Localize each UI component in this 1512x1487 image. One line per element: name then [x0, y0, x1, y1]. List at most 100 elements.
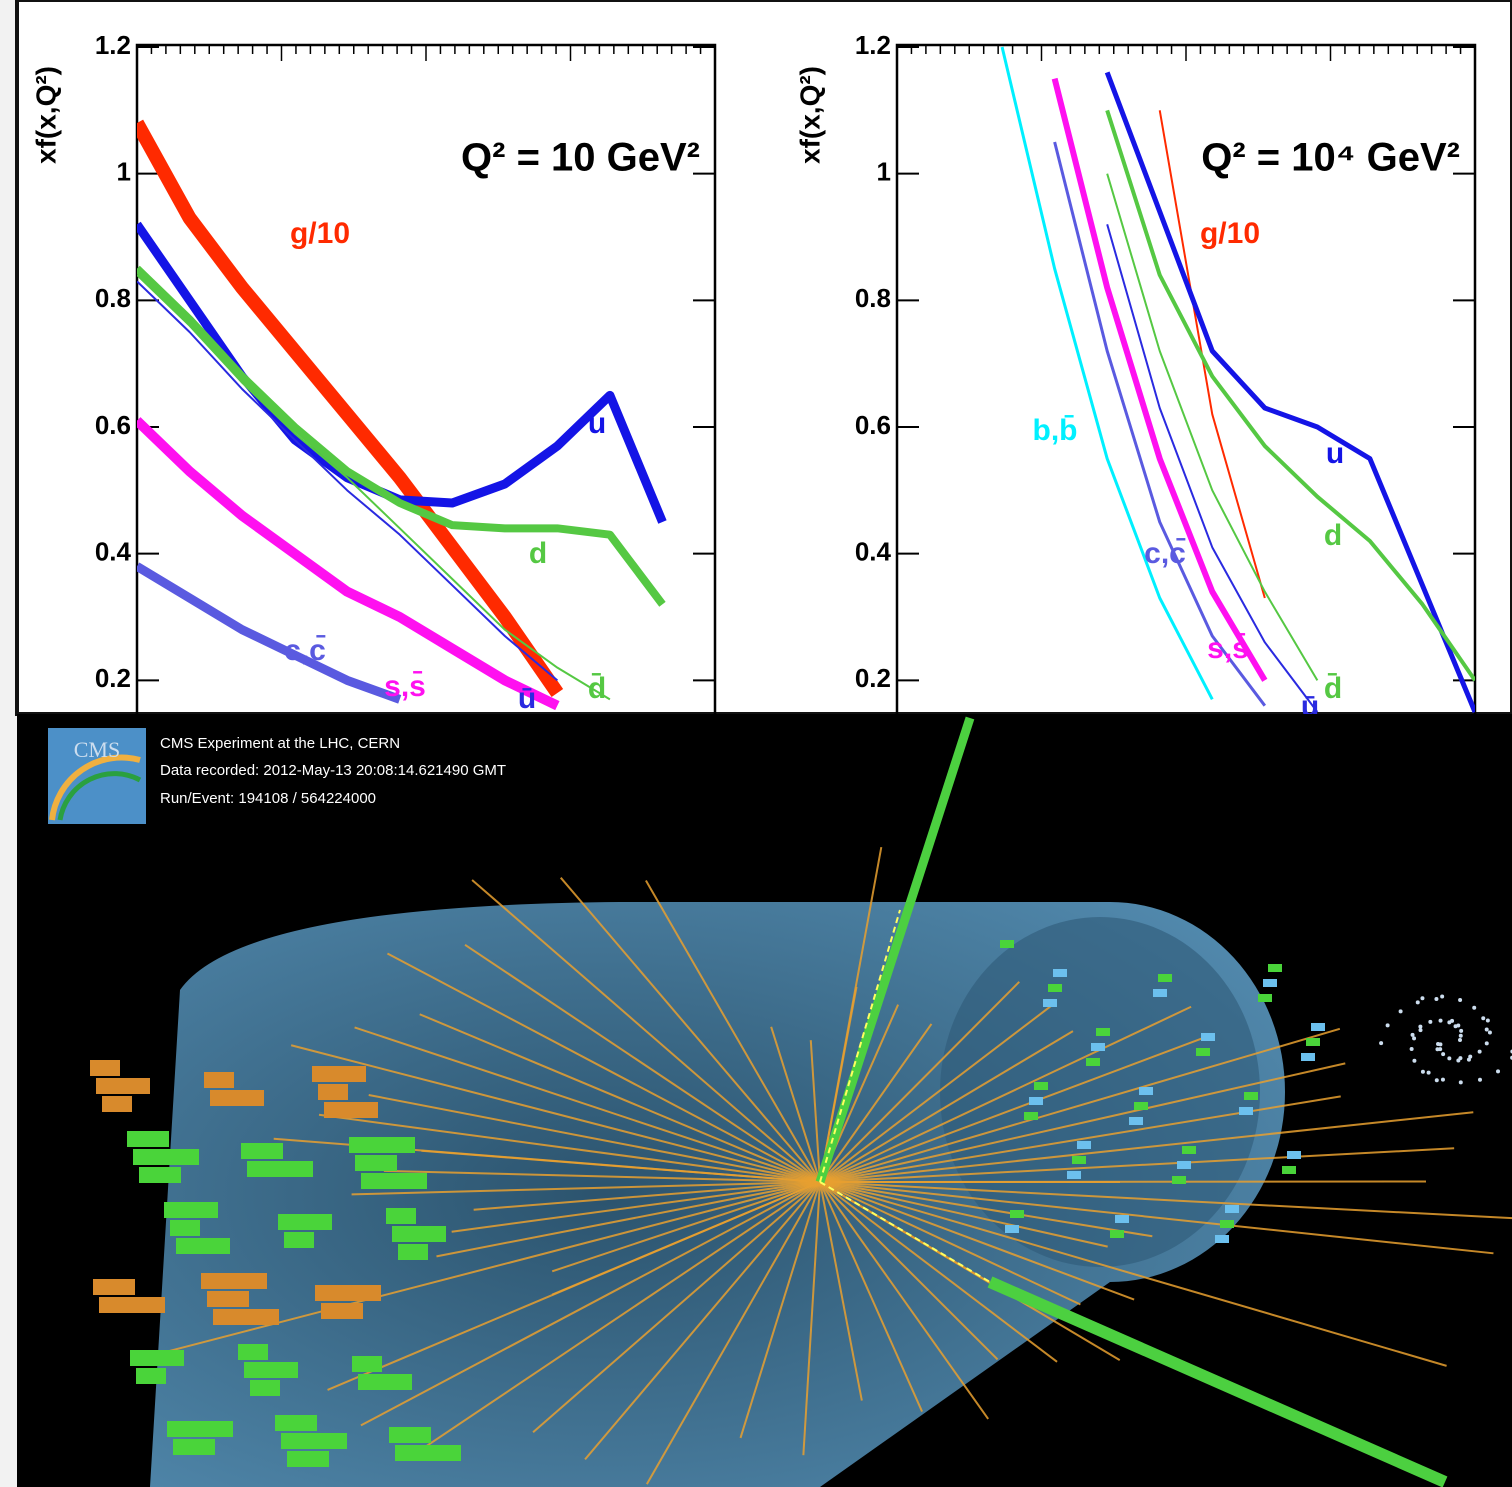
hit: [1258, 994, 1272, 1002]
series-label: d̄: [588, 672, 606, 705]
endcap-hit: [1386, 1023, 1390, 1027]
hit: [1287, 1151, 1301, 1159]
hit: [201, 1273, 267, 1289]
hit: [133, 1149, 199, 1165]
endcap-hit: [1441, 1078, 1445, 1082]
hit: [93, 1279, 135, 1295]
endcap-hit: [1472, 1006, 1476, 1010]
endcap-hit: [1459, 1029, 1463, 1033]
hit: [250, 1380, 280, 1396]
endcap-hit: [1421, 1070, 1425, 1074]
endcap-hit: [1412, 1036, 1416, 1040]
hit: [1129, 1117, 1143, 1125]
hit: [1177, 1161, 1191, 1169]
hit: [176, 1238, 230, 1254]
endcap-hit: [1441, 1052, 1445, 1056]
endcap-hit: [1418, 1025, 1422, 1029]
hit: [1153, 989, 1167, 997]
hit: [1053, 969, 1067, 977]
endcap-hit: [1410, 1047, 1414, 1051]
hit: [361, 1173, 427, 1189]
hit: [136, 1368, 166, 1384]
series-label: u: [1326, 437, 1344, 470]
endcap-hit: [1440, 994, 1444, 998]
annotation: Q² = 10 GeV²: [461, 136, 700, 180]
hit: [96, 1078, 150, 1094]
endcap-hit: [1468, 1055, 1472, 1059]
endcap-hit: [1459, 1080, 1463, 1084]
y-tick-label: 1: [877, 157, 891, 187]
endcap-hit: [1459, 1034, 1463, 1038]
hit: [1172, 1176, 1186, 1184]
hit: [164, 1202, 218, 1218]
y-axis-label: xf(x,Q²): [794, 66, 825, 164]
endcap-hit: [1454, 1024, 1458, 1028]
track: [820, 1181, 1426, 1182]
hit: [1034, 1082, 1048, 1090]
hit: [1072, 1156, 1086, 1164]
hit: [244, 1362, 298, 1378]
detector-endcap: [940, 917, 1260, 1267]
hit: [204, 1072, 234, 1088]
hit: [1201, 1033, 1215, 1041]
endcap-hit: [1485, 1041, 1489, 1045]
series-label: s,s̄: [1207, 632, 1249, 665]
endcap-hit: [1447, 1020, 1451, 1024]
hit: [90, 1060, 120, 1076]
hit: [1311, 1023, 1325, 1031]
y-tick-label: 1.2: [95, 30, 131, 60]
hit: [210, 1090, 264, 1106]
series-label: u: [588, 407, 606, 440]
hit: [1077, 1141, 1091, 1149]
series-label: g/10: [1200, 217, 1260, 250]
plots-panel: [17, 0, 1512, 714]
info-line: Data recorded: 2012-May-13 20:08:14.6214…: [160, 762, 506, 779]
hit: [275, 1415, 317, 1431]
endcap-hit: [1434, 997, 1438, 1001]
endcap-hit: [1427, 1071, 1431, 1075]
annotation: Q² = 10⁴ GeV²: [1201, 136, 1460, 180]
endcap-hit: [1478, 1078, 1482, 1082]
hit: [349, 1137, 415, 1153]
hit: [1306, 1038, 1320, 1046]
endcap-hit: [1458, 1056, 1462, 1060]
hit: [1282, 1166, 1296, 1174]
endcap-hit: [1411, 1033, 1415, 1037]
hit: [1091, 1043, 1105, 1051]
endcap-hit: [1458, 998, 1462, 1002]
hit: [281, 1433, 347, 1449]
endcap-hit: [1458, 1038, 1462, 1042]
endcap-hit: [1439, 1019, 1443, 1023]
hit: [1239, 1107, 1253, 1115]
hit: [1067, 1171, 1081, 1179]
endcap-hit: [1419, 1028, 1423, 1032]
hit: [247, 1161, 313, 1177]
hit: [139, 1167, 181, 1183]
endcap-hit: [1438, 1042, 1442, 1046]
endcap-hit: [1481, 1016, 1485, 1020]
hit: [170, 1220, 200, 1236]
y-tick-label: 0.8: [855, 283, 891, 313]
y-tick-label: 0.6: [855, 410, 891, 440]
y-tick-label: 0.6: [95, 410, 131, 440]
hit: [167, 1421, 233, 1437]
hit: [352, 1356, 382, 1372]
y-tick-label: 0.2: [855, 663, 891, 693]
info-line: Run/Event: 194108 / 564224000: [160, 790, 376, 807]
endcap-hit: [1412, 1059, 1416, 1063]
series-label: s,s̄: [384, 670, 426, 703]
y-axis-label: xf(x,Q²): [30, 66, 61, 164]
y-tick-label: 0.2: [95, 663, 131, 693]
endcap-hit: [1485, 1027, 1489, 1031]
hit: [1086, 1058, 1100, 1066]
hit: [130, 1350, 184, 1366]
hit: [398, 1244, 428, 1260]
endcap-hit: [1420, 996, 1424, 1000]
endcap-hit: [1416, 1000, 1420, 1004]
logo-text: CMS: [74, 737, 120, 762]
hit: [1010, 1210, 1024, 1218]
series-label: d: [529, 537, 547, 570]
page: 0.20.40.60.811.2xf(x,Q²)Q² = 10 GeV²g/10…: [0, 0, 1512, 1487]
hit: [318, 1084, 348, 1100]
hit: [1158, 974, 1172, 982]
